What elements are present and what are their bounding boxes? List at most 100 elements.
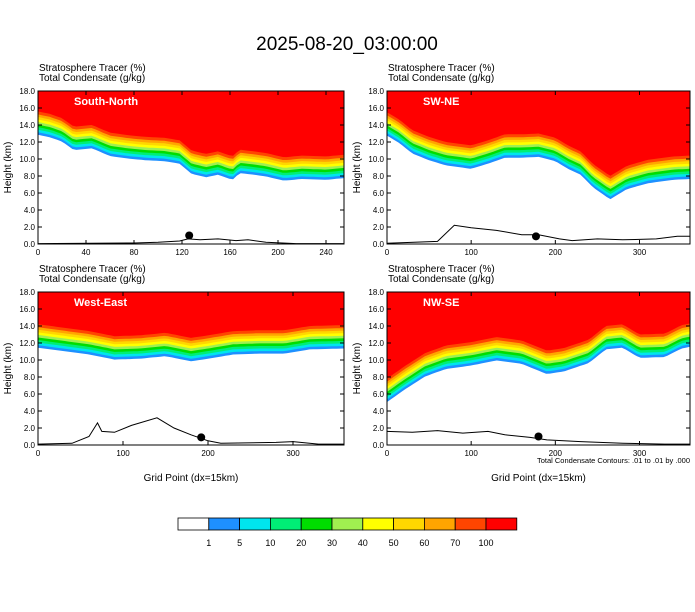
y-tick-label: 12.0 <box>368 138 384 147</box>
legend-swatch <box>423 517 456 531</box>
legend-label: 60 <box>419 538 429 548</box>
panel-header-field2: Total Condensate (g/kg) <box>388 274 494 285</box>
panel-header-field1: Stratosphere Tracer (%) <box>39 63 146 74</box>
legend-label: 10 <box>265 538 275 548</box>
y-tick-label: 16.0 <box>368 305 384 314</box>
y-tick-label: 18.0 <box>368 288 384 297</box>
y-tick-label: 12.0 <box>19 339 35 348</box>
legend-swatch <box>239 517 271 531</box>
legend-swatch <box>454 517 487 531</box>
y-tick-label: 14.0 <box>19 121 35 130</box>
legend-swatch <box>208 517 241 531</box>
y-tick-label: 10.0 <box>368 356 384 365</box>
x-tick-label: 80 <box>130 248 139 257</box>
x-tick-label: 200 <box>201 449 215 458</box>
legend-label: 50 <box>389 538 399 548</box>
y-tick-label: 0.0 <box>24 441 36 450</box>
y-tick-label: 16.0 <box>368 104 384 113</box>
contour-note: Total Condensate Contours: .01 to .01 by… <box>537 456 690 465</box>
y-tick-label: 10.0 <box>19 155 35 164</box>
y-tick-label: 10.0 <box>368 155 384 164</box>
panel-header-field2: Total Condensate (g/kg) <box>39 73 145 84</box>
legend-swatch <box>393 517 425 531</box>
legend-label: 70 <box>450 538 460 548</box>
y-tick-label: 4.0 <box>24 206 36 215</box>
y-axis-label: Height (km) <box>3 343 14 395</box>
panel-header-field1: Stratosphere Tracer (%) <box>388 63 495 74</box>
y-tick-label: 16.0 <box>19 104 35 113</box>
y-tick-label: 14.0 <box>368 121 384 130</box>
x-tick-label: 300 <box>286 449 300 458</box>
panel-header-field2: Total Condensate (g/kg) <box>39 274 145 285</box>
legend-label: 20 <box>296 538 306 548</box>
tracer-band <box>38 91 344 158</box>
plot-frame <box>386 291 691 446</box>
tracer-fill <box>38 292 344 362</box>
tracer-band <box>387 91 690 176</box>
plot-frame <box>37 291 345 446</box>
x-tick-label: 0 <box>385 449 390 458</box>
plot-frame <box>37 90 345 245</box>
y-tick-label: 6.0 <box>373 189 385 198</box>
y-tick-label: 16.0 <box>19 305 35 314</box>
y-axis-label: Height (km) <box>3 142 14 194</box>
legend-label: 1 <box>206 538 211 548</box>
y-tick-label: 18.0 <box>368 87 384 96</box>
panel-header-field1: Stratosphere Tracer (%) <box>388 264 495 275</box>
panel-title: South-North <box>74 96 138 108</box>
x-tick-label: 0 <box>36 248 41 257</box>
x-tick-label: 300 <box>633 449 647 458</box>
x-axis-label: Grid Point (dx=15km) <box>144 473 239 484</box>
y-tick-label: 18.0 <box>19 87 35 96</box>
y-tick-label: 2.0 <box>373 424 385 433</box>
x-tick-label: 100 <box>464 449 478 458</box>
legend-swatch <box>362 517 394 531</box>
y-tick-label: 2.0 <box>24 424 36 433</box>
x-tick-label: 100 <box>116 449 130 458</box>
legend-swatch <box>300 517 333 531</box>
legend-label: 5 <box>237 538 242 548</box>
y-tick-label: 18.0 <box>19 288 35 297</box>
y-tick-label: 14.0 <box>368 322 384 331</box>
y-tick-label: 8.0 <box>24 172 36 181</box>
panel-title: NW-SE <box>423 297 459 309</box>
panel-title: West-East <box>74 297 127 309</box>
tracer-fill <box>38 91 344 181</box>
x-tick-label: 0 <box>36 449 41 458</box>
plot-frame <box>386 90 691 245</box>
y-tick-label: 6.0 <box>24 390 36 399</box>
panel-header-field2: Total Condensate (g/kg) <box>388 73 494 84</box>
main-title: 2025-08-20_03:00:00 <box>256 34 438 55</box>
x-axis-label: Grid Point (dx=15km) <box>491 473 586 484</box>
terrain-line <box>37 238 344 245</box>
y-tick-label: 0.0 <box>373 240 385 249</box>
y-tick-label: 14.0 <box>19 322 35 331</box>
tracer-fill <box>387 292 690 403</box>
x-tick-label: 100 <box>464 248 478 257</box>
x-tick-label: 40 <box>82 248 91 257</box>
y-tick-label: 6.0 <box>24 189 36 198</box>
location-marker <box>534 432 543 441</box>
terrain-line <box>37 417 344 445</box>
y-tick-label: 8.0 <box>373 172 385 181</box>
terrain-line <box>386 430 690 445</box>
tracer-fill <box>387 91 690 200</box>
y-tick-label: 0.0 <box>373 441 385 450</box>
x-tick-label: 160 <box>223 248 237 257</box>
x-tick-label: 200 <box>549 248 563 257</box>
legend-label: 30 <box>327 538 337 548</box>
tracer-band <box>38 292 344 338</box>
panel-title: SW-NE <box>423 96 459 108</box>
y-axis-label: Height (km) <box>352 343 363 395</box>
y-tick-label: 2.0 <box>24 223 36 232</box>
panel-nw-se: Stratosphere Tracer (%)Total Condensate … <box>352 264 691 484</box>
x-tick-label: 120 <box>175 248 189 257</box>
y-tick-label: 4.0 <box>24 407 36 416</box>
y-tick-label: 6.0 <box>373 390 385 399</box>
legend-swatch <box>177 517 210 531</box>
x-tick-label: 0 <box>385 248 390 257</box>
location-marker <box>531 232 540 241</box>
y-tick-label: 10.0 <box>19 356 35 365</box>
y-tick-label: 8.0 <box>24 373 36 382</box>
